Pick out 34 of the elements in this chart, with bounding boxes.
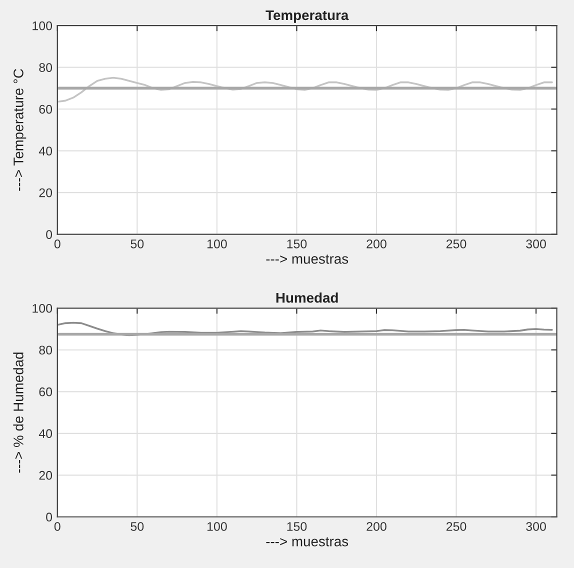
y-tick-label: 80 xyxy=(39,346,52,355)
x-tick-label: 150 xyxy=(287,522,307,531)
x-tick-label: 50 xyxy=(130,522,144,531)
y-tick-label: 40 xyxy=(38,429,52,438)
y-axis-title: ---> % de Humedad xyxy=(13,352,24,473)
y-tick-label: 60 xyxy=(39,387,52,396)
line-series xyxy=(57,76,553,103)
y-tick-label: 0 xyxy=(46,512,52,522)
line-series xyxy=(57,322,553,336)
x-tick-label: 200 xyxy=(366,522,386,531)
y-tick-label: 20 xyxy=(39,470,52,480)
x-tick-label: 100 xyxy=(207,239,227,248)
chart-title: Temperatura xyxy=(266,10,349,23)
x-axis-title: ---> muestras xyxy=(266,254,348,264)
y-tick-label: 0 xyxy=(46,230,52,239)
x-axis-title: ---> muestras xyxy=(266,537,348,546)
x-tick-label: 0 xyxy=(54,239,60,248)
x-tick-label: 200 xyxy=(366,239,386,248)
x-tick-label: 250 xyxy=(446,239,466,248)
x-tick-label: 300 xyxy=(526,239,546,248)
x-tick-label: 150 xyxy=(287,239,307,248)
y-axis-title: ---> Temperature °C xyxy=(14,68,26,191)
y-tick-label: 80 xyxy=(39,63,52,72)
y-tick-label: 100 xyxy=(32,304,52,313)
x-tick-label: 250 xyxy=(446,522,466,531)
y-tick-label: 100 xyxy=(32,21,52,30)
x-tick-label: 100 xyxy=(207,522,227,531)
x-tick-label: 50 xyxy=(130,239,144,248)
x-tick-label: 0 xyxy=(54,522,60,531)
y-tick-label: 40 xyxy=(38,146,52,156)
y-tick-label: 60 xyxy=(39,104,52,114)
x-tick-label: 300 xyxy=(526,522,546,531)
chart-title: Humedad xyxy=(276,292,338,303)
y-tick-label: 20 xyxy=(39,188,52,198)
